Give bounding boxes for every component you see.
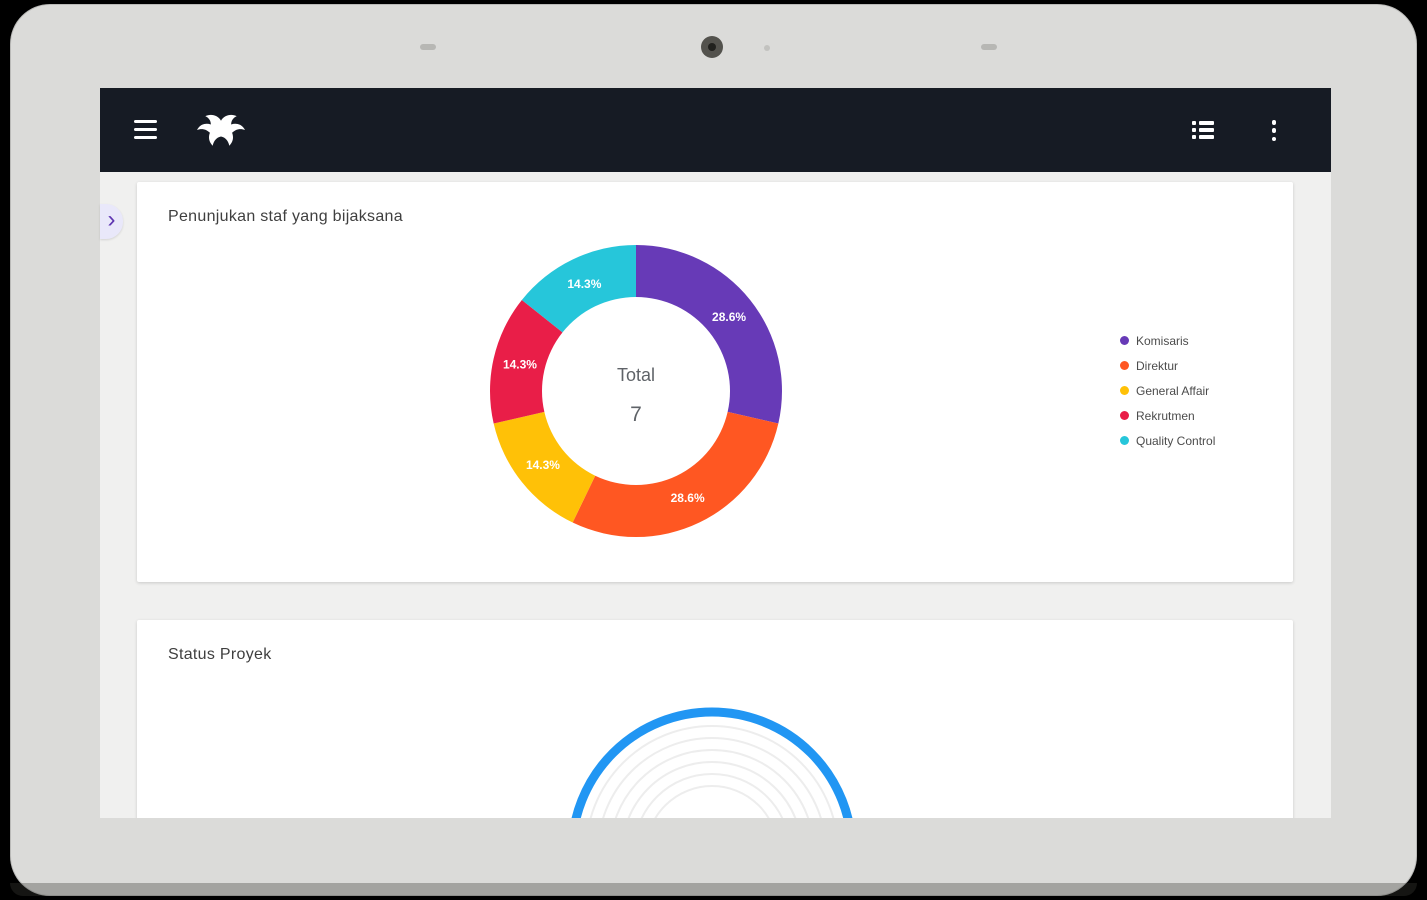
device-frame: Penunjukan staf yang bijaksana 28.6% 28.6… xyxy=(10,4,1417,896)
gauge-track-ring xyxy=(614,749,810,818)
legend-item: Rekrutmen xyxy=(1120,403,1215,428)
project-card-title: Status Proyek xyxy=(168,646,272,663)
staff-donut-chart: 28.6% 28.6% 14.3% 14.3% 14.3% xyxy=(490,245,782,537)
view-list-icon xyxy=(1192,135,1214,139)
legend-item: Direktur xyxy=(1120,353,1215,378)
app-screen: Penunjukan staf yang bijaksana 28.6% 28.6… xyxy=(100,88,1331,818)
donut-slice-0[interactable] xyxy=(636,245,782,424)
donut-slice-4[interactable] xyxy=(521,245,636,333)
sensor-dot xyxy=(764,45,770,51)
device-bottom-edge xyxy=(10,883,1417,896)
donut-center-value: 7 xyxy=(630,403,642,426)
donut-slice-3[interactable] xyxy=(490,299,563,424)
view-list-icon-button[interactable] xyxy=(1192,121,1214,139)
gauge-outer-ring xyxy=(571,707,853,818)
staff-card-title: Penunjukan staf yang bijaksana xyxy=(168,208,403,225)
staff-chart-card: Penunjukan staf yang bijaksana 28.6% 28.6… xyxy=(137,182,1293,582)
gauge-track-ring xyxy=(640,773,784,818)
slice-percent-label: 14.3% xyxy=(503,358,537,372)
project-status-card: Status Proyek xyxy=(137,620,1293,818)
chart-legend: Komisaris Direktur General Affair Rekrutmen… xyxy=(1120,328,1215,453)
speaker-slot-right xyxy=(981,44,997,50)
donut-slice-2[interactable] xyxy=(493,411,596,523)
gauge-track-ring xyxy=(654,785,770,818)
drawer-handle[interactable]: › xyxy=(100,204,123,239)
overflow-menu-button[interactable] xyxy=(1267,120,1281,141)
donut-center-label: Total xyxy=(616,365,656,385)
legend-item: Komisaris xyxy=(1120,328,1215,353)
gauge-track-ring xyxy=(627,761,797,818)
kebab-dot-icon xyxy=(1271,136,1277,141)
hamburger-icon xyxy=(134,128,157,131)
legend-dot-icon xyxy=(1120,386,1129,395)
legend-label: General Affair xyxy=(1136,383,1210,398)
legend-dot-icon xyxy=(1120,361,1129,370)
menu-button[interactable] xyxy=(134,120,157,139)
legend-item: General Affair xyxy=(1120,378,1215,403)
legend-dot-icon xyxy=(1120,411,1129,420)
view-list-icon xyxy=(1192,121,1214,125)
chevron-right-icon: › xyxy=(107,206,116,233)
app-logo-icon xyxy=(197,113,245,147)
legend-label: Direktur xyxy=(1136,358,1179,373)
kebab-dot-icon xyxy=(1271,120,1277,125)
kebab-dot-icon xyxy=(1271,128,1277,133)
view-list-icon xyxy=(1192,128,1214,132)
legend-label: Komisaris xyxy=(1136,333,1189,348)
gauge-track-ring xyxy=(589,725,835,818)
donut-slice-1[interactable] xyxy=(572,411,779,537)
app-bar xyxy=(100,88,1331,172)
slice-percent-label: 14.3% xyxy=(567,277,601,291)
legend-label: Quality Control xyxy=(1136,433,1216,448)
legend-label: Rekrutmen xyxy=(1136,408,1195,423)
front-camera-dot xyxy=(701,36,723,58)
speaker-slot-left xyxy=(420,44,436,50)
slice-percent-label: 28.6% xyxy=(671,491,705,505)
legend-dot-icon xyxy=(1120,336,1129,345)
legend-item: Quality Control xyxy=(1120,428,1215,453)
content-area: Penunjukan staf yang bijaksana 28.6% 28.6… xyxy=(100,172,1331,818)
slice-percent-label: 14.3% xyxy=(526,458,560,472)
hamburger-icon xyxy=(134,136,157,139)
hamburger-icon xyxy=(134,120,157,123)
slice-percent-label: 28.6% xyxy=(712,310,746,324)
project-gauge-chart xyxy=(571,707,853,818)
gauge-track-ring xyxy=(602,737,822,818)
legend-dot-icon xyxy=(1120,436,1129,445)
